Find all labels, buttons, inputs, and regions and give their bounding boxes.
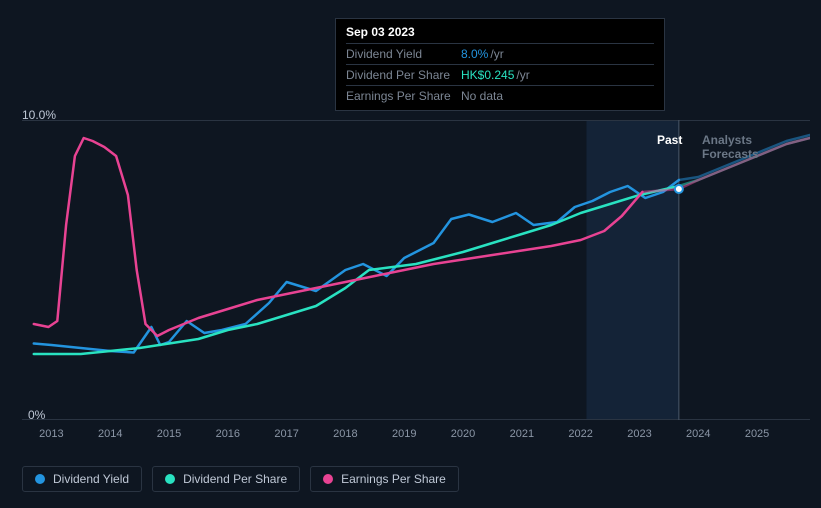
x-tick-label: 2025	[745, 428, 769, 440]
legend-label: Dividend Per Share	[183, 472, 287, 486]
x-tick-label: 2016	[216, 428, 240, 440]
chart-container: 10.0% 0% Past Analysts Forecasts 2013201…	[22, 108, 810, 438]
x-tick-label: 2019	[392, 428, 416, 440]
tooltip-row-label: Dividend Yield	[346, 47, 461, 61]
x-tick-label: 2017	[274, 428, 298, 440]
chart-plot[interactable]	[22, 120, 810, 420]
tooltip-row-label: Dividend Per Share	[346, 68, 461, 82]
legend-label: Dividend Yield	[53, 472, 129, 486]
chart-tooltip: Sep 03 2023 Dividend Yield8.0% /yrDivide…	[335, 18, 665, 111]
legend-label: Earnings Per Share	[341, 472, 446, 486]
tooltip-row-value: No data	[461, 89, 503, 103]
legend-swatch	[35, 474, 45, 484]
region-label-past: Past	[657, 133, 682, 147]
tooltip-row: Dividend Per ShareHK$0.245 /yr	[346, 64, 654, 85]
tooltip-row-unit: /yr	[516, 68, 529, 82]
tooltip-row: Earnings Per ShareNo data	[346, 85, 654, 106]
x-axis: 2013 2014 2015 2016 2017 2018 2019 2020 2021 2022…	[22, 426, 810, 446]
chart-legend: Dividend Yield Dividend Per Share Earnings…	[22, 466, 459, 492]
tooltip-date: Sep 03 2023	[346, 25, 654, 43]
x-tick-label: 2020	[451, 428, 475, 440]
x-tick-label: 2013	[39, 428, 63, 440]
x-tick-label: 2021	[510, 428, 534, 440]
x-tick-label: 2022	[568, 428, 592, 440]
legend-swatch	[165, 474, 175, 484]
region-label-forecast: Analysts Forecasts	[702, 133, 810, 161]
x-tick-label: 2014	[98, 428, 122, 440]
x-tick-label: 2024	[686, 428, 710, 440]
tooltip-row-value: HK$0.245	[461, 68, 514, 82]
legend-item[interactable]: Dividend Per Share	[152, 466, 300, 492]
legend-item[interactable]: Dividend Yield	[22, 466, 142, 492]
x-tick-label: 2018	[333, 428, 357, 440]
tooltip-row-unit: /yr	[490, 47, 503, 61]
tooltip-row-value: 8.0%	[461, 47, 488, 61]
legend-item[interactable]: Earnings Per Share	[310, 466, 459, 492]
x-tick-label: 2015	[157, 428, 181, 440]
x-tick-label: 2023	[627, 428, 651, 440]
tooltip-row: Dividend Yield8.0% /yr	[346, 43, 654, 64]
legend-swatch	[323, 474, 333, 484]
tooltip-row-label: Earnings Per Share	[346, 89, 461, 103]
